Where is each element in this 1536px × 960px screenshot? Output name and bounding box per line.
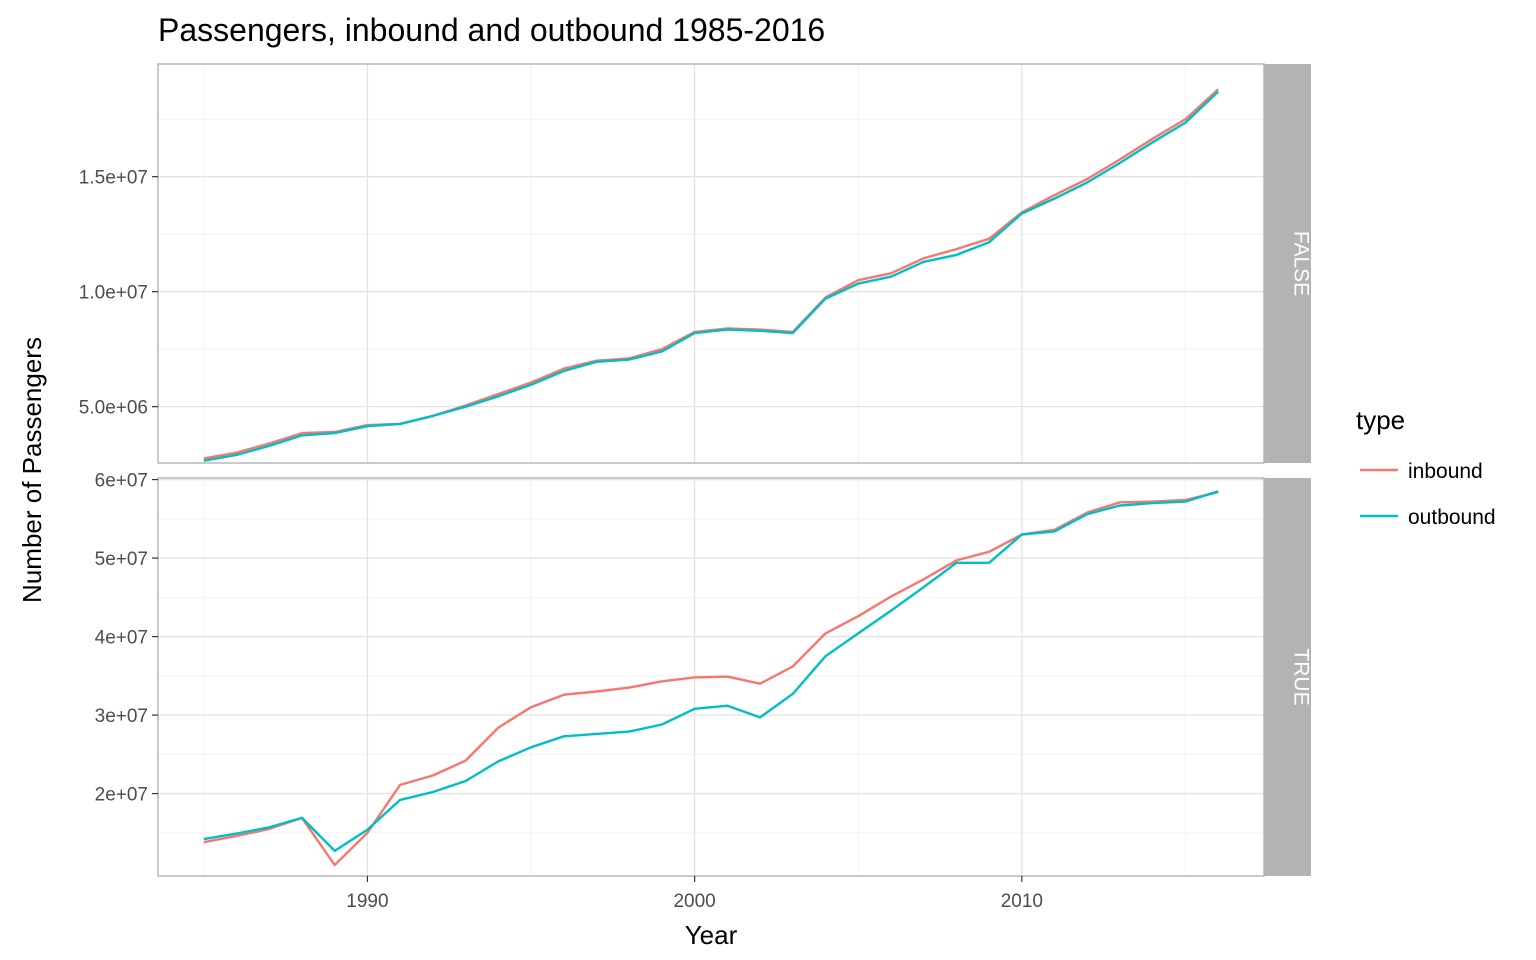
series-line-outbound: [203, 90, 1220, 462]
facet-strip-label: FALSE: [1290, 231, 1313, 296]
facet-strip: [1264, 64, 1311, 463]
facet-strip: [1264, 478, 1311, 876]
y-tick-label: 6e+07: [95, 471, 148, 492]
facet-strip-label: TRUE: [1290, 648, 1313, 705]
x-tick-label: 2010: [1001, 891, 1043, 912]
x-axis-title: Year: [685, 920, 738, 950]
facet-panel-0: 5.0e+06 1.0e+07 1.5e+07 FALSE: [79, 63, 1313, 464]
y-tick-label: 2e+07: [95, 785, 148, 806]
panel-background: [158, 64, 1264, 463]
y-tick-label: 4e+07: [95, 628, 148, 649]
y-tick-label: 3e+07: [95, 706, 148, 727]
legend-label-inbound: inbound: [1408, 460, 1483, 483]
chart-title: Passengers, inbound and outbound 1985-20…: [158, 12, 825, 48]
legend-items: inbound outbound: [1360, 460, 1496, 529]
y-tick-label: 1.5e+07: [79, 168, 148, 189]
y-tick-label: 5.0e+06: [79, 398, 148, 419]
facet-panels: 5.0e+06 1.0e+07 1.5e+07 FALSE 2e+07 3e+07 4e+0…: [79, 63, 1313, 912]
y-tick-label: 1.0e+07: [79, 283, 148, 304]
legend-title: type: [1356, 405, 1405, 435]
y-tick-label: 5e+07: [95, 549, 148, 570]
x-tick-label: 1990: [346, 891, 388, 912]
facet-panel-1: 2e+07 3e+07 4e+07 5e+07 6e+07 TRUE 1990 2000 201…: [95, 471, 1313, 912]
legend-label-outbound: outbound: [1408, 506, 1496, 529]
x-tick-label: 2000: [673, 891, 715, 912]
y-axis-title: Number of Passengers: [17, 337, 47, 603]
legend: type inbound outbound: [1356, 405, 1496, 529]
series-line-outbound: [203, 490, 1219, 853]
